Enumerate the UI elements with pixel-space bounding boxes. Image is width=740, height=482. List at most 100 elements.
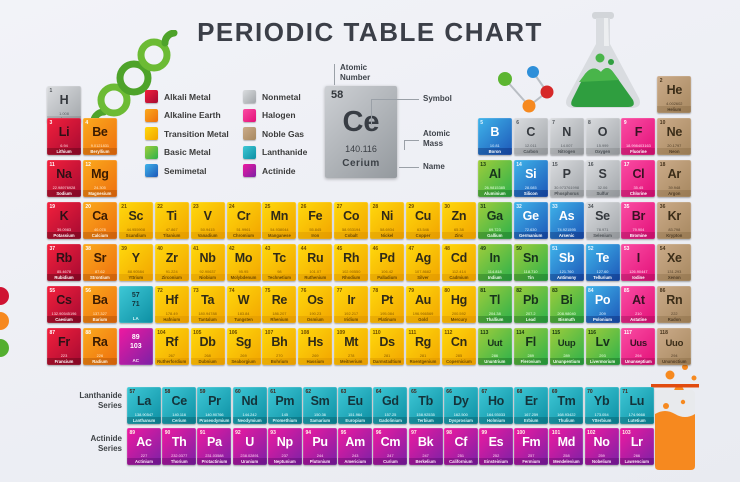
element-name: Einsteinium bbox=[479, 458, 513, 465]
atomic-number: 92 bbox=[235, 429, 241, 436]
atomic-mass: 102.90550 bbox=[341, 268, 361, 274]
atomic-number: 18 bbox=[659, 161, 666, 168]
atomic-number: 112 bbox=[444, 329, 453, 336]
element-symbol: Lu bbox=[629, 394, 645, 408]
element-symbol: Ac bbox=[136, 435, 152, 449]
element-name: Protactinium bbox=[197, 458, 232, 465]
atomic-number: 108 bbox=[300, 329, 310, 336]
element-cell-pm: 61 Pm 145 Promethium bbox=[267, 387, 302, 424]
element-cell-rf: 104 Rf 267 Rutherfordium bbox=[154, 328, 189, 365]
element-symbol: Sc bbox=[128, 209, 144, 223]
atomic-mass: 72.630 bbox=[524, 226, 537, 232]
legend-label: Lanthanide bbox=[262, 147, 308, 157]
atomic-number: 66 bbox=[446, 388, 452, 395]
atomic-mass: 28.085 bbox=[524, 184, 537, 190]
element-name: Chlorine bbox=[621, 190, 656, 197]
atomic-mass: 232.0377 bbox=[171, 452, 188, 458]
element-symbol: N bbox=[562, 125, 571, 139]
element-name: Thallium bbox=[477, 316, 512, 323]
element-symbol: Hg bbox=[450, 293, 467, 307]
atomic-number: 85 bbox=[623, 287, 630, 294]
element-symbol: At bbox=[632, 293, 645, 307]
atomic-number: 24 bbox=[229, 203, 235, 210]
atomic-mass: 258 bbox=[563, 452, 570, 458]
atomic-number: 27 bbox=[336, 203, 343, 210]
atomic-mass: 4.002602 bbox=[666, 100, 683, 106]
atomic-mass: 278 bbox=[347, 352, 355, 358]
red-dot-decoration bbox=[0, 287, 9, 305]
lanthanide-range-cell: 57 71 LA bbox=[118, 286, 153, 323]
atomic-mass: 114.818 bbox=[487, 268, 502, 274]
atomic-number: 78 bbox=[372, 287, 379, 294]
element-symbol: Rh bbox=[343, 251, 360, 265]
atomic-mass: 44.955908 bbox=[126, 226, 145, 232]
atomic-mass: 85.4678 bbox=[56, 268, 72, 274]
element-cell-at: 85 At 210 Astatine bbox=[621, 286, 656, 323]
element-cell-nb: 41 Nb 92.90637 Niobium bbox=[190, 244, 225, 281]
element-name: Calcium bbox=[82, 232, 117, 239]
atomic-mass: 65.38 bbox=[454, 226, 464, 232]
atomic-mass: 63.546 bbox=[417, 226, 429, 232]
element-cell-hg: 80 Hg 200.592 Mercury bbox=[441, 286, 476, 323]
atomic-mass: 51.9961 bbox=[236, 226, 251, 232]
atomic-number: 86 bbox=[659, 287, 666, 294]
element-cell-ga: 31 Ga 69.723 Gallium bbox=[477, 202, 512, 239]
atomic-number: 30 bbox=[444, 203, 450, 210]
element-name: Magnesium bbox=[82, 190, 117, 197]
atomic-number: 37 bbox=[49, 245, 56, 252]
element-cell-pa: 91 Pa 231.03588 Protactinium bbox=[197, 428, 232, 465]
atomic-number: 69 bbox=[551, 388, 558, 395]
atomic-mass: 259 bbox=[598, 452, 605, 458]
element-cell-li: 3 Li 6.94 Lithium bbox=[47, 118, 81, 155]
atomic-number: 26 bbox=[300, 203, 307, 210]
atomic-mass: 24.305 bbox=[93, 184, 106, 190]
element-cell-np: 93 Np 237 Neptunium bbox=[267, 428, 302, 465]
atomic-number: 77 bbox=[336, 287, 343, 294]
element-name: Nickel bbox=[370, 232, 405, 239]
element-cell-mt: 109 Mt 278 Meitnerium bbox=[334, 328, 369, 365]
atomic-number-label: Atomic Number bbox=[340, 63, 371, 82]
element-symbol: K bbox=[59, 209, 69, 223]
actinide-color-swatch bbox=[243, 164, 256, 177]
element-cell-ag: 47 Ag 107.8682 Silver bbox=[406, 244, 440, 281]
atomic-number: 82 bbox=[516, 287, 522, 294]
element-symbol: Ar bbox=[667, 167, 682, 181]
element-name: Potassium bbox=[47, 232, 81, 239]
element-symbol: Uut bbox=[487, 338, 503, 349]
atomic-mass: 132.90545196 bbox=[51, 310, 77, 316]
flask-icon bbox=[566, 12, 640, 108]
atomic-number: 8 bbox=[588, 119, 591, 126]
atomic-number: 1 bbox=[49, 87, 53, 94]
atomic-number: 105 bbox=[193, 329, 202, 336]
element-symbol: Pd bbox=[379, 251, 395, 265]
element-symbol: Te bbox=[595, 251, 610, 265]
atomic-mass: 79.904 bbox=[632, 226, 645, 232]
atomic-number: 68 bbox=[516, 388, 523, 395]
element-symbol: Hs bbox=[307, 335, 324, 349]
green-dot-decoration bbox=[0, 339, 9, 357]
atomic-mass: 91.224 bbox=[165, 268, 178, 274]
atomic-mass: 266 bbox=[633, 452, 641, 458]
atomic-number: 47 bbox=[408, 245, 415, 252]
atomic-number: 50 bbox=[516, 245, 522, 252]
element-name: Gold bbox=[406, 316, 440, 323]
atomic-number: 17 bbox=[623, 161, 630, 168]
example-symbol: Ce bbox=[342, 106, 380, 138]
atomic-number: 9 bbox=[623, 119, 627, 126]
element-symbol: Fe bbox=[308, 209, 323, 223]
halogen-color-swatch bbox=[243, 108, 256, 122]
element-name: Technetium bbox=[262, 274, 297, 281]
element-name: Americium bbox=[338, 458, 373, 465]
element-name: Lithium bbox=[47, 148, 81, 155]
element-name: Phosphorus bbox=[549, 190, 584, 197]
atomic-mass: 294 bbox=[635, 352, 642, 358]
atomic-number: 95 bbox=[340, 429, 347, 436]
atomic-mass: 195.084 bbox=[380, 310, 395, 316]
element-symbol: Sr bbox=[93, 251, 107, 265]
element-symbol: Bi bbox=[560, 293, 573, 307]
element-symbol: Eu bbox=[347, 394, 364, 408]
element-symbol: Ho bbox=[487, 394, 505, 408]
atomic-number: 39 bbox=[121, 245, 127, 252]
atomic-number: 46 bbox=[372, 245, 379, 252]
atomic-mass: 138.90547 bbox=[134, 411, 154, 417]
